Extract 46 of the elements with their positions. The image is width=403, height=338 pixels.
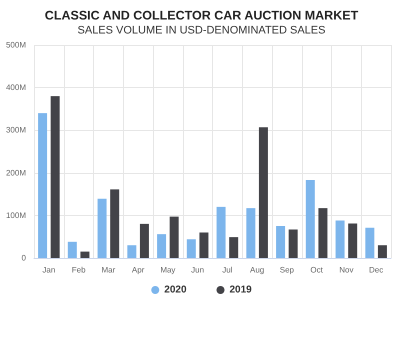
y-tick-label: 500M <box>6 40 26 50</box>
bar <box>348 223 358 258</box>
bar <box>199 232 208 258</box>
x-tick-label: Nov <box>339 266 354 274</box>
x-tick-label: Dec <box>369 266 384 274</box>
x-tick-label: Aug <box>250 266 264 274</box>
bar <box>157 234 166 258</box>
bar <box>216 206 226 258</box>
legend-label: 2020 <box>164 284 187 296</box>
bar <box>80 252 90 258</box>
x-tick-label: Mar <box>101 266 116 274</box>
bar <box>68 242 77 258</box>
y-tick-label: 0 <box>22 254 27 262</box>
y-tick-label: 200M <box>6 168 26 178</box>
bar <box>336 220 345 258</box>
y-tick-label: 400M <box>6 83 26 92</box>
x-tick-label: Jan <box>42 266 56 274</box>
bar <box>127 245 136 258</box>
bar <box>140 224 149 258</box>
bar <box>186 239 196 258</box>
legend-label: 2019 <box>230 284 252 296</box>
bar <box>365 228 374 258</box>
bar <box>318 208 328 258</box>
bar <box>246 208 256 258</box>
bar <box>276 226 286 258</box>
chart-title: CLASSIC AND COLLECTOR CAR AUCTION MARKET <box>44 8 359 22</box>
y-tick-label: 100M <box>6 210 26 220</box>
bar <box>110 189 120 258</box>
bar <box>306 180 315 258</box>
bar <box>229 237 238 258</box>
x-tick-label: Jun <box>191 266 204 274</box>
bar <box>170 216 179 258</box>
bar <box>98 198 107 258</box>
x-tick-label: Jul <box>222 266 233 274</box>
x-tick-label: May <box>160 266 176 274</box>
bar <box>258 127 268 258</box>
x-tick-label: Apr <box>132 266 145 274</box>
bar <box>50 96 60 258</box>
x-tick-label: Oct <box>310 266 324 274</box>
bar <box>38 113 48 258</box>
y-tick-label: 300M <box>6 126 26 135</box>
bar <box>288 229 298 258</box>
x-tick-label: Feb <box>72 266 86 274</box>
chart-subtitle: SALES VOLUME IN USD-DENOMINATED SALES <box>78 24 326 36</box>
x-tick-label: Sep <box>280 266 295 274</box>
bar <box>378 245 387 258</box>
